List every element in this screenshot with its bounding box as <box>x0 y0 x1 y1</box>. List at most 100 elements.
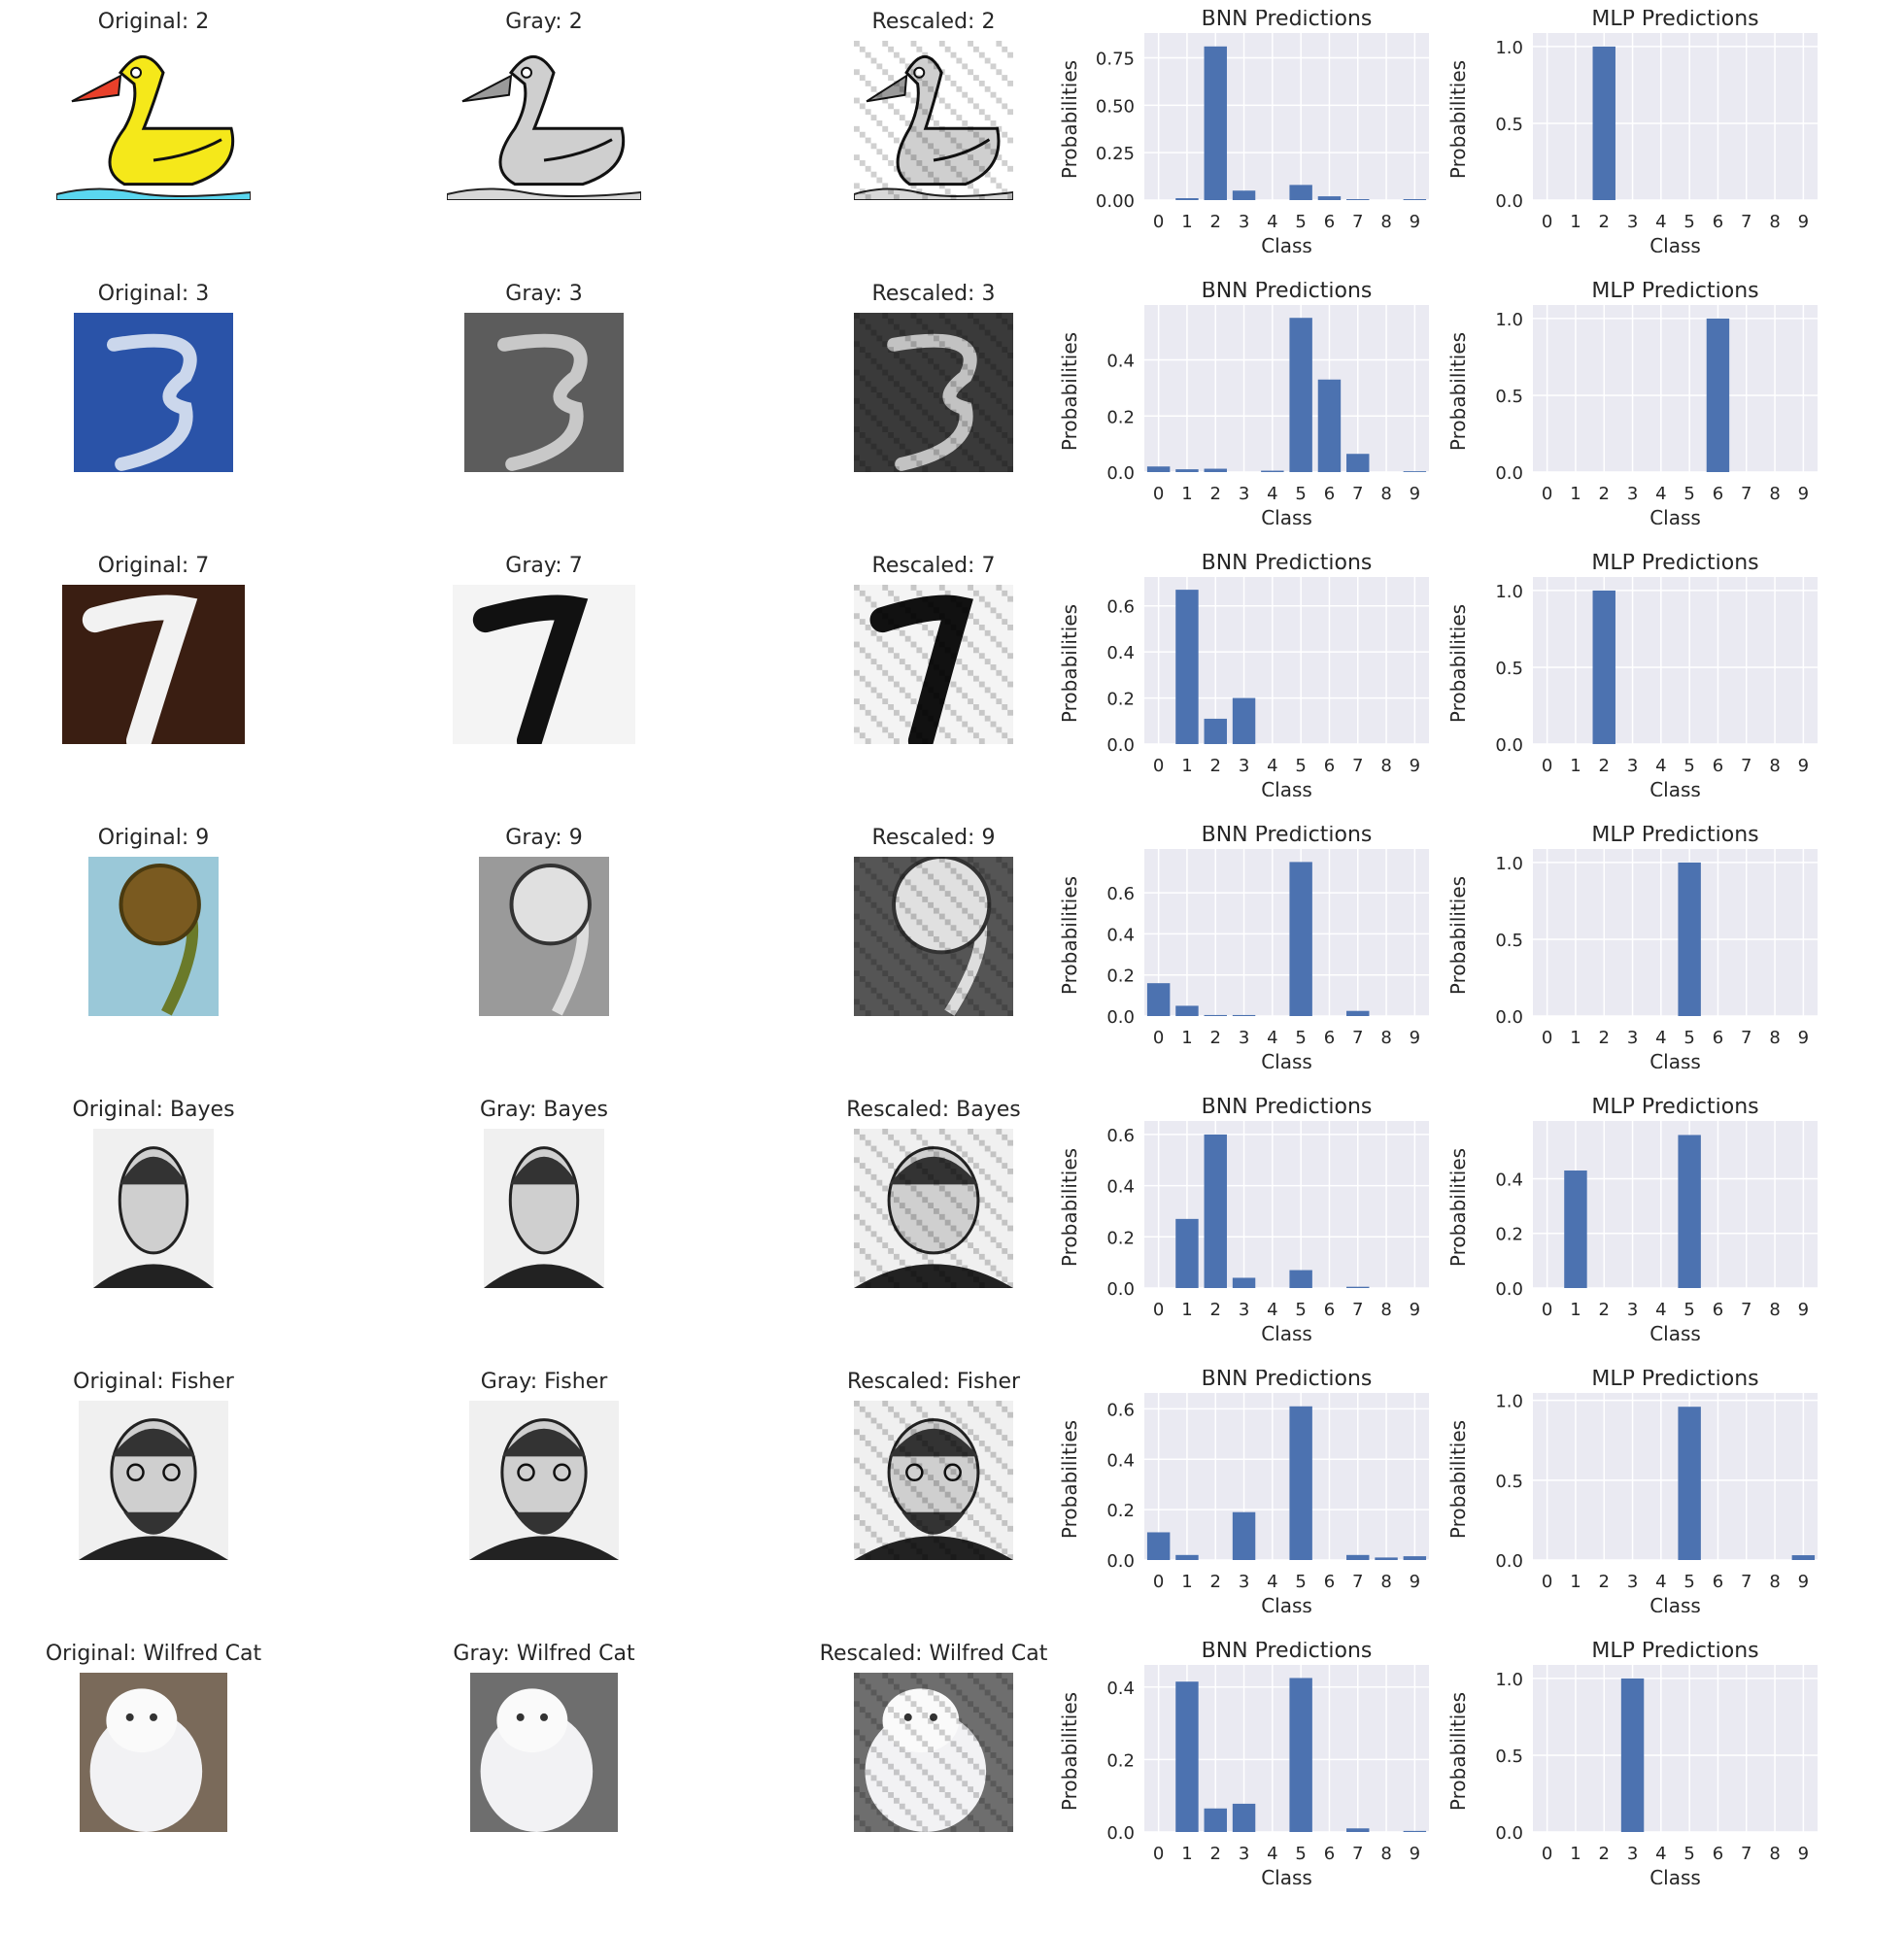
rescaled-image-title: Rescaled: Wilfred Cat <box>819 1642 1048 1666</box>
bar <box>1620 1678 1645 1832</box>
x-tick-label: 8 <box>1380 484 1391 504</box>
gray-image-title: Gray: Bayes <box>480 1098 608 1122</box>
bnn-predictions-chart: BNN Predictions 0.0 0.2 0.4 0 1 2 3 4 5 6 7 8 9 Class P… <box>1058 282 1429 525</box>
y-axis-label: Probabilities <box>1058 604 1081 723</box>
x-tick-label: 9 <box>1798 1844 1809 1864</box>
x-axis-label: Class <box>1649 1322 1701 1340</box>
x-axis-label: Class <box>1261 1594 1312 1612</box>
x-tick-label: 5 <box>1683 212 1694 232</box>
x-tick-label: 3 <box>1627 1572 1638 1592</box>
bnn-predictions-chart: BNN Predictions 0.0 0.2 0.4 0.6 0 1 2 3 4 5 6 7 8 9 Cla… <box>1058 1370 1429 1612</box>
x-tick-label: 6 <box>1324 484 1335 504</box>
x-tick-label: 4 <box>1655 484 1666 504</box>
x-tick-label: 4 <box>1655 1028 1666 1048</box>
original-image-title: Original: 7 <box>97 554 210 578</box>
x-tick-label: 1 <box>1181 1844 1192 1864</box>
bar <box>1678 1135 1701 1288</box>
rescaled-image-title: Rescaled: 3 <box>871 282 996 306</box>
y-tick-label: 0.00 <box>1096 191 1135 212</box>
x-tick-label: 1 <box>1181 1028 1192 1048</box>
figure-row: Original: Wilfred Cat Gray: Wilfred Cat Re… <box>0 1642 1904 1914</box>
x-tick-label: 9 <box>1410 1844 1420 1864</box>
x-tick-label: 4 <box>1655 1844 1666 1864</box>
y-tick-label: 0.5 <box>1495 115 1523 135</box>
x-axis-label: Class <box>1649 1866 1701 1884</box>
y-tick-label: 0.0 <box>1495 463 1523 484</box>
x-tick-label: 4 <box>1267 1300 1277 1320</box>
y-tick-label: 0.4 <box>1106 925 1135 945</box>
bar <box>1678 862 1701 1016</box>
y-tick-label: 0.6 <box>1106 1400 1135 1420</box>
x-tick-label: 0 <box>1153 756 1164 776</box>
original-image <box>88 857 219 1016</box>
x-tick-label: 0 <box>1542 212 1552 232</box>
y-tick-label: 0.6 <box>1106 884 1135 904</box>
bar <box>1289 185 1312 200</box>
y-tick-label: 0.2 <box>1495 1225 1523 1245</box>
chart-title: MLP Predictions <box>1591 826 1758 847</box>
x-tick-label: 0 <box>1153 212 1164 232</box>
rescaled-image-title: Rescaled: Fisher <box>846 1370 1021 1394</box>
x-tick-label: 2 <box>1210 1572 1221 1592</box>
bar <box>1175 1005 1199 1016</box>
figure-row: Original: 2 Gray: 2 Rescaled: 2 BNN Predict… <box>0 10 1904 282</box>
mlp-predictions-chart: MLP Predictions 0.0 0.5 1.0 0 1 2 3 4 5 6 7 8 9 Class P… <box>1446 282 1818 525</box>
bar <box>1289 1678 1312 1832</box>
y-tick-label: 0.0 <box>1106 463 1135 484</box>
x-tick-label: 3 <box>1239 756 1249 776</box>
bar <box>1592 590 1615 744</box>
x-tick-label: 3 <box>1627 484 1638 504</box>
x-tick-label: 8 <box>1380 1300 1391 1320</box>
x-tick-label: 1 <box>1570 1300 1581 1320</box>
x-tick-label: 9 <box>1798 1300 1809 1320</box>
x-tick-label: 8 <box>1769 484 1780 504</box>
y-tick-label: 0.0 <box>1106 1007 1135 1028</box>
figure-row: Original: Bayes Gray: Bayes Rescaled: Baye… <box>0 1098 1904 1370</box>
mlp-predictions-chart: MLP Predictions 0.0 0.5 1.0 0 1 2 3 4 5 6 7 8 9 Class P… <box>1446 10 1818 253</box>
mlp-predictions-chart: MLP Predictions 0.0 0.5 1.0 0 1 2 3 4 5 6 7 8 9 Class P… <box>1446 1642 1818 1884</box>
x-tick-label: 2 <box>1599 756 1610 776</box>
mlp-predictions-chart: MLP Predictions 0.0 0.5 1.0 0 1 2 3 4 5 6 7 8 9 Class P… <box>1446 554 1818 797</box>
y-axis-label: Probabilities <box>1058 876 1081 995</box>
bar <box>1261 470 1284 472</box>
rescaled-image-title: Rescaled: 9 <box>871 826 996 850</box>
x-tick-label: 3 <box>1627 1844 1638 1864</box>
y-tick-label: 0.0 <box>1495 1551 1523 1572</box>
bar <box>1678 1407 1701 1560</box>
gray-image <box>479 857 609 1016</box>
bnn-predictions-chart: BNN Predictions 0.0 0.2 0.4 0.6 0 1 2 3 4 5 6 7 8 9 Cla… <box>1058 1098 1429 1340</box>
x-tick-label: 0 <box>1153 1300 1164 1320</box>
x-tick-label: 8 <box>1769 212 1780 232</box>
bar <box>1346 1286 1370 1288</box>
x-axis-label: Class <box>1649 506 1701 525</box>
x-tick-label: 8 <box>1769 1572 1780 1592</box>
x-axis-label: Class <box>1649 234 1701 253</box>
x-tick-label: 1 <box>1181 1572 1192 1592</box>
x-tick-label: 3 <box>1239 212 1249 232</box>
x-tick-label: 5 <box>1683 756 1694 776</box>
x-tick-label: 2 <box>1599 484 1610 504</box>
bar <box>1175 198 1199 200</box>
bar <box>1592 46 1615 201</box>
y-tick-label: 0.4 <box>1106 1177 1135 1198</box>
x-tick-label: 9 <box>1410 484 1420 504</box>
x-tick-label: 6 <box>1713 1844 1723 1864</box>
gray-image-title: Gray: 7 <box>505 554 583 578</box>
x-tick-label: 9 <box>1410 1028 1420 1048</box>
x-axis-label: Class <box>1649 1050 1701 1069</box>
y-tick-label: 0.0 <box>1495 1007 1523 1028</box>
y-tick-label: 0.2 <box>1106 407 1135 427</box>
original-image-title: Original: 3 <box>97 282 210 306</box>
x-tick-label: 5 <box>1683 1844 1694 1864</box>
y-axis-label: Probabilities <box>1446 1692 1470 1811</box>
gray-image <box>453 585 635 744</box>
y-tick-label: 1.0 <box>1495 38 1523 58</box>
chart-title: BNN Predictions <box>1202 826 1373 847</box>
bar <box>1289 318 1312 472</box>
x-tick-label: 3 <box>1627 1300 1638 1320</box>
x-tick-label: 5 <box>1295 484 1306 504</box>
gray-image-title: Gray: Fisher <box>480 1370 608 1394</box>
x-tick-label: 2 <box>1210 1028 1221 1048</box>
bar <box>1204 46 1227 200</box>
rescaled-image-title: Rescaled: 2 <box>871 10 996 34</box>
